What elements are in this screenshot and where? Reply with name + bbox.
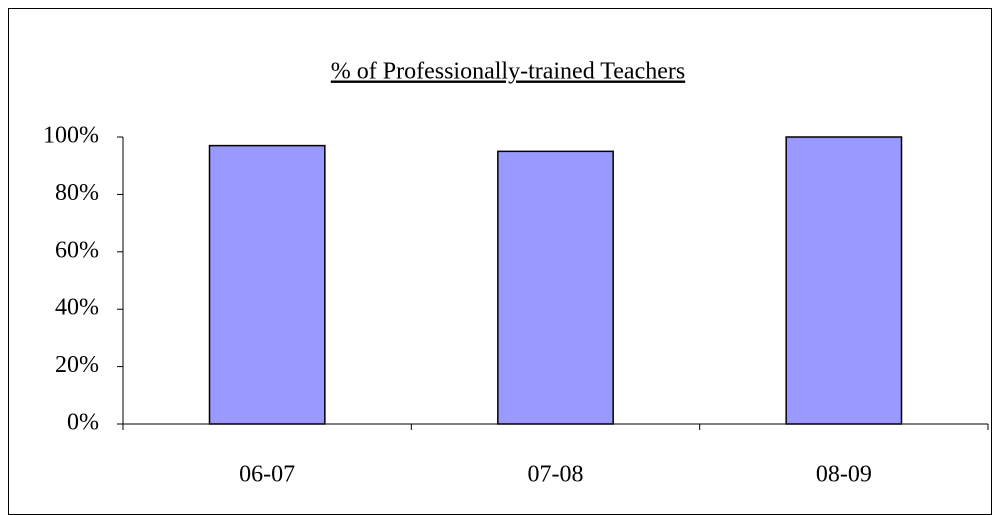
y-tick-label: 60% bbox=[55, 237, 99, 263]
bar bbox=[785, 136, 903, 425]
x-tick-label: 08-09 bbox=[816, 462, 872, 488]
bar bbox=[208, 144, 326, 425]
y-tick-label: 0% bbox=[67, 410, 99, 436]
bar bbox=[497, 150, 614, 425]
x-tick-label: 07-08 bbox=[528, 462, 584, 488]
chart-title: % of Professionally-trained Teachers bbox=[331, 59, 685, 85]
x-tick-label: 06-07 bbox=[239, 462, 295, 488]
y-tick-label: 20% bbox=[55, 352, 99, 378]
y-tick-label: 40% bbox=[55, 295, 99, 321]
y-tick-label: 100% bbox=[43, 123, 99, 149]
y-tick-label: 80% bbox=[55, 180, 99, 206]
